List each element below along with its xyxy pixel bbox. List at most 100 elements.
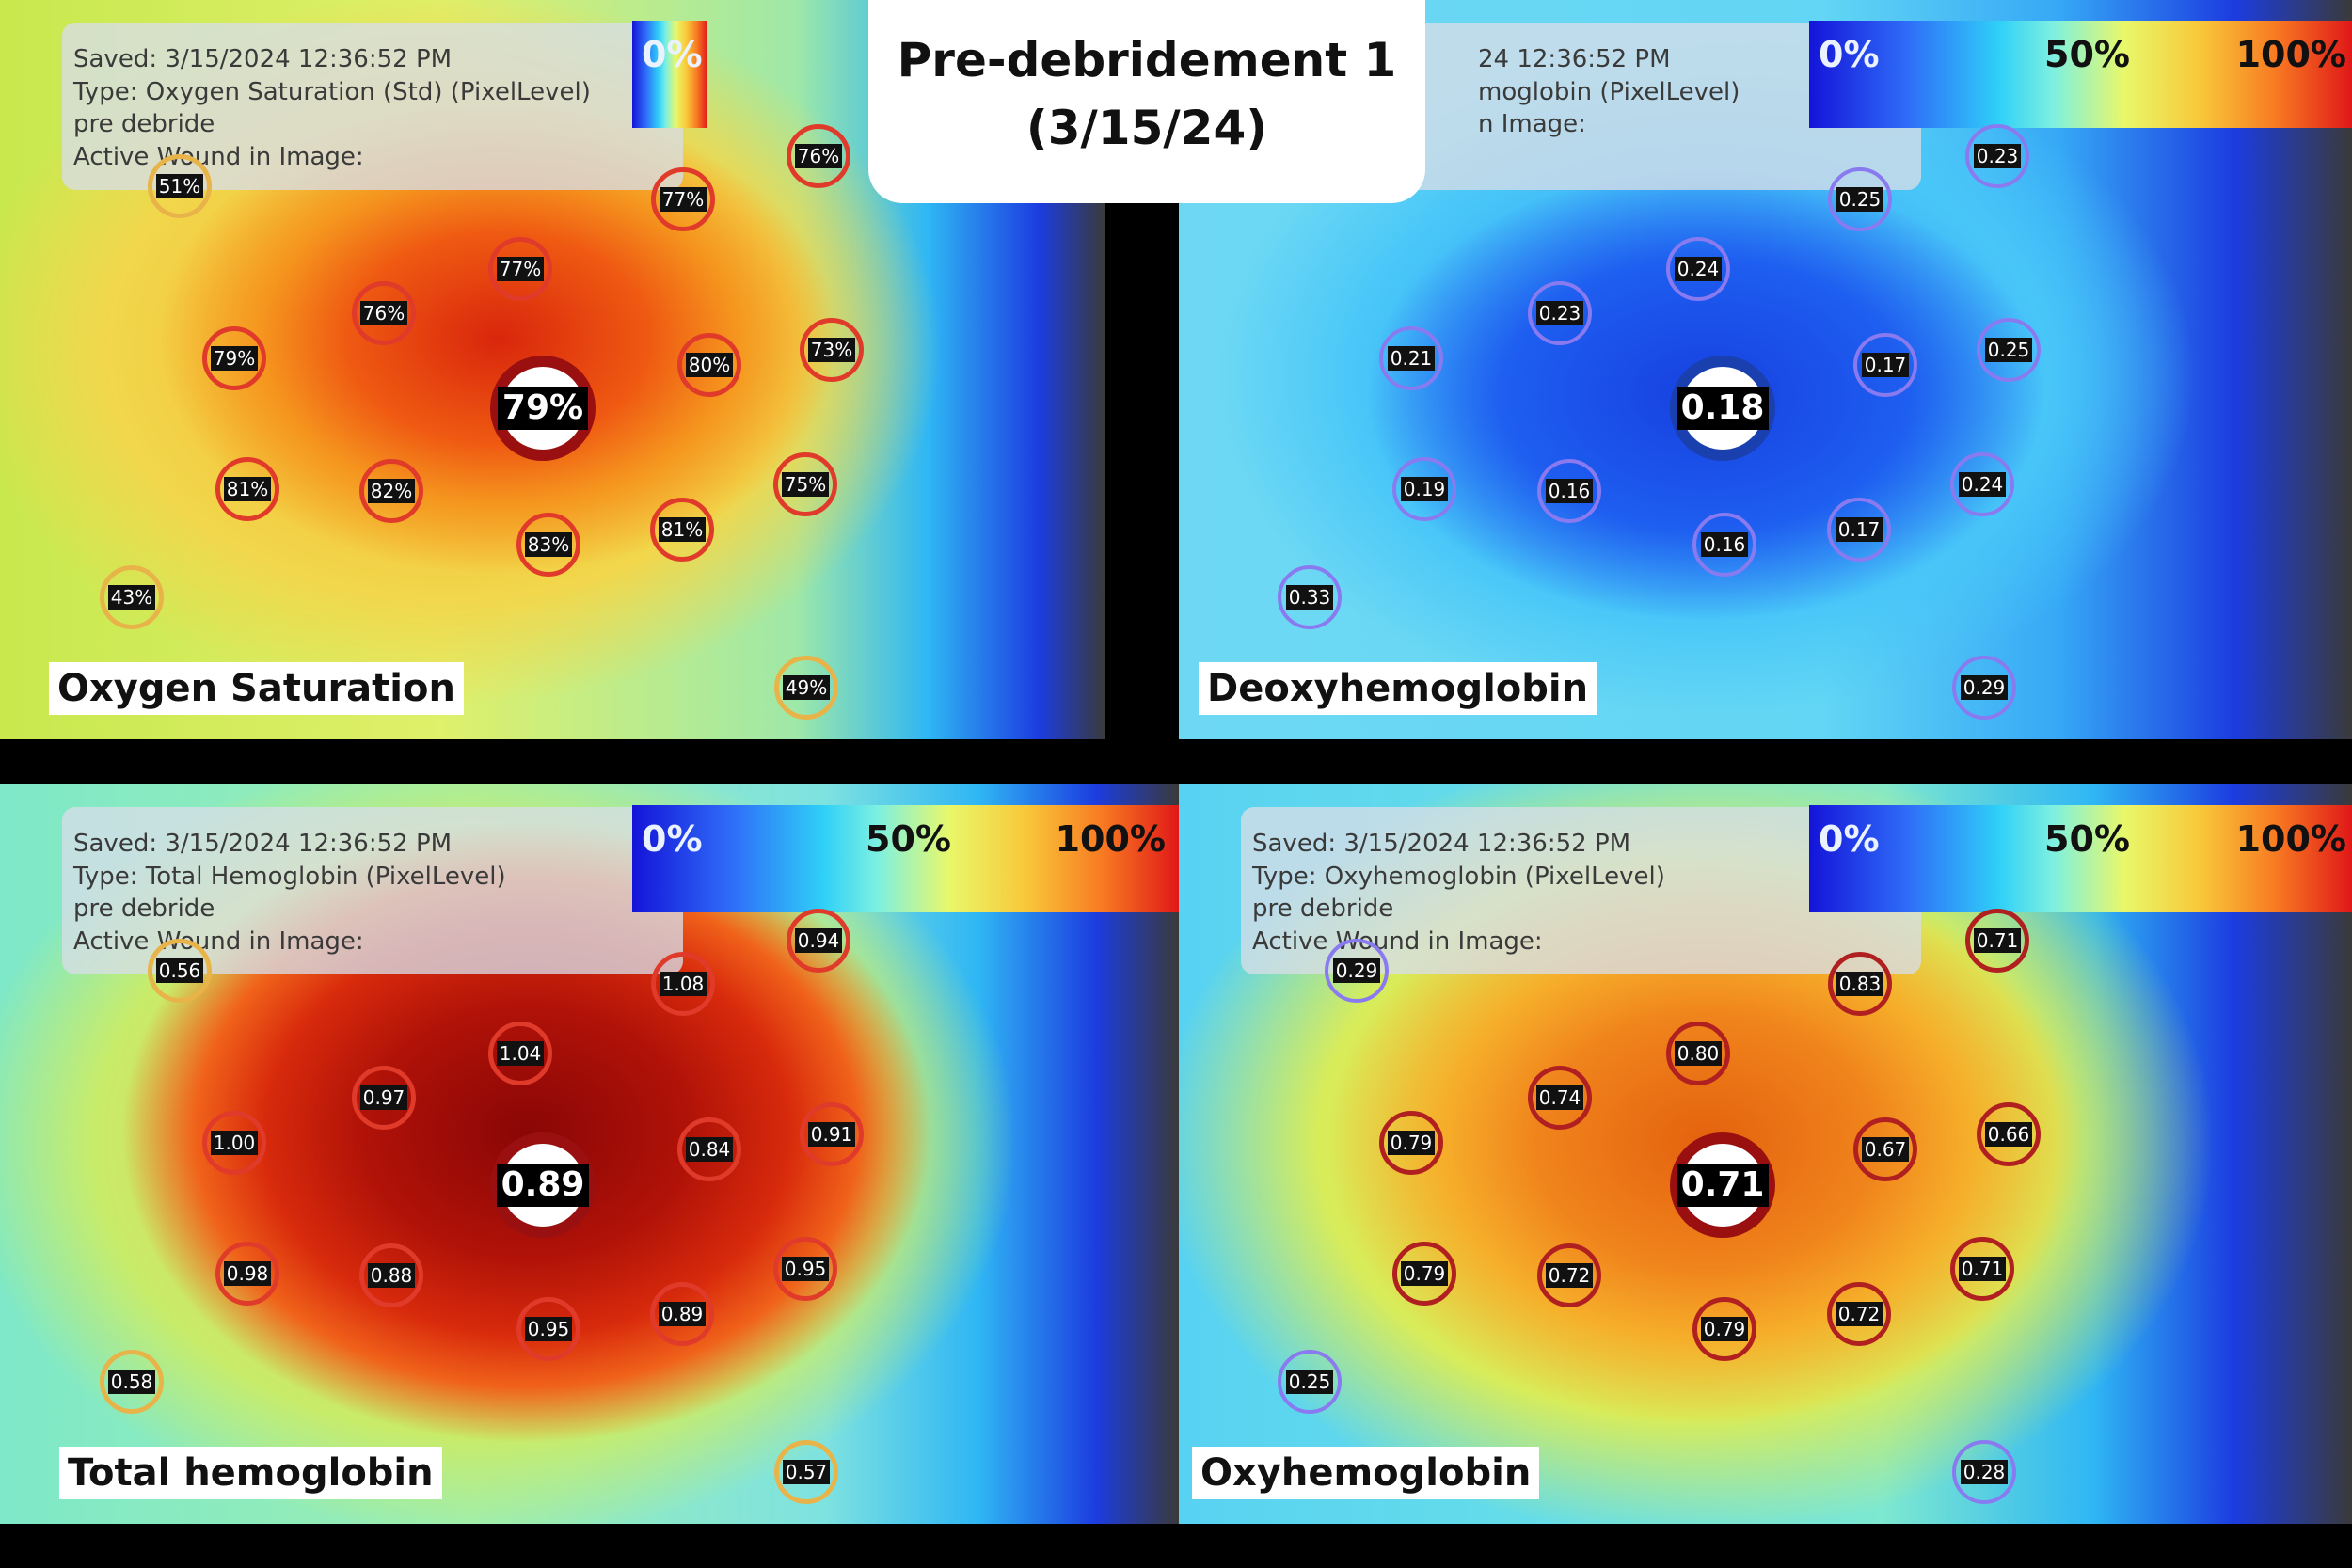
measurement-point[interactable]: 0.29 xyxy=(1325,939,1389,1003)
info-saved: Saved: 3/15/2024 12:36:52 PM xyxy=(1252,830,1631,858)
measurement-point[interactable]: 76% xyxy=(352,281,416,345)
measurement-point[interactable]: 0.17 xyxy=(1853,333,1917,397)
measurement-point[interactable]: 83% xyxy=(516,513,580,577)
info-wound: Active Wound in Image: xyxy=(1252,927,1543,956)
measurement-point[interactable]: 81% xyxy=(215,457,279,521)
measurement-point[interactable]: 0.19 xyxy=(1392,457,1456,521)
info-note: pre debride xyxy=(73,895,215,923)
measurement-point[interactable]: 1.08 xyxy=(651,952,715,1016)
info-wound: Active Wound in Image: xyxy=(73,927,364,956)
average-marker[interactable]: 0.18 xyxy=(1670,356,1775,461)
average-marker[interactable]: 0.89 xyxy=(490,1132,596,1238)
measurement-point[interactable]: 0.25 xyxy=(1828,167,1892,231)
info-type: Type: Oxygen Saturation (Std) (PixelLeve… xyxy=(73,77,591,106)
measurement-point[interactable]: 0.94 xyxy=(787,909,850,973)
measurement-point[interactable]: 0.71 xyxy=(1950,1237,2014,1301)
measurement-point[interactable]: 0.95 xyxy=(516,1297,580,1361)
measurement-point[interactable]: 0.16 xyxy=(1537,459,1601,523)
measurement-point[interactable]: 0.98 xyxy=(215,1242,279,1306)
measurement-point[interactable]: 77% xyxy=(488,237,552,301)
scale-max-label: 100% xyxy=(2235,34,2346,75)
scale-mid-label: 50% xyxy=(2044,34,2130,75)
measurement-point[interactable]: 0.57 xyxy=(774,1440,838,1504)
info-note: pre debride xyxy=(1252,895,1394,923)
measurement-point[interactable]: 0.25 xyxy=(1977,318,2041,382)
measurement-point[interactable]: 0.66 xyxy=(1977,1102,2041,1166)
measurement-point[interactable]: 0.72 xyxy=(1827,1282,1891,1346)
title-line-1: Pre-debridement 1 xyxy=(897,33,1397,87)
measurement-point[interactable]: 75% xyxy=(773,452,837,516)
measurement-point[interactable]: 77% xyxy=(651,167,715,231)
average-marker[interactable]: 79% xyxy=(490,356,596,461)
measurement-point[interactable]: 73% xyxy=(800,318,864,382)
title-line-2: (3/15/24) xyxy=(1025,101,1268,155)
measurement-point[interactable]: 0.23 xyxy=(1528,281,1592,345)
color-scale-bar: 0% 50% 100% xyxy=(632,805,1179,912)
color-scale-bar: 0% 50% 100% xyxy=(1809,805,2352,912)
measurement-point[interactable]: 82% xyxy=(359,459,423,523)
measurement-point[interactable]: 0.79 xyxy=(1392,1242,1456,1306)
measurement-point[interactable]: 80% xyxy=(677,333,741,397)
scale-mid-label: 50% xyxy=(866,818,951,860)
measurement-point[interactable]: 0.74 xyxy=(1528,1066,1592,1130)
measurement-point[interactable]: 0.91 xyxy=(800,1102,864,1166)
measurement-point[interactable]: 0.58 xyxy=(100,1350,164,1414)
measurement-point[interactable]: 81% xyxy=(650,498,714,562)
info-box: Saved: 3/15/2024 12:36:52 PM Type: Oxyge… xyxy=(62,23,683,190)
measurement-point[interactable]: 0.17 xyxy=(1827,498,1891,562)
measurement-point[interactable]: 51% xyxy=(148,154,212,218)
measurement-point[interactable]: 0.84 xyxy=(677,1117,741,1181)
measurement-point[interactable]: 0.23 xyxy=(1965,124,2029,188)
info-saved: Saved: 3/15/2024 12:36:52 PM xyxy=(73,830,453,858)
measurement-point[interactable]: 0.67 xyxy=(1853,1117,1917,1181)
measurement-point[interactable]: 0.56 xyxy=(148,939,212,1003)
measurement-point[interactable]: 0.89 xyxy=(650,1282,714,1346)
measurement-point[interactable]: 0.95 xyxy=(773,1237,837,1301)
scale-min-label: 0% xyxy=(1819,818,1880,860)
measurement-point[interactable]: 49% xyxy=(774,656,838,720)
scale-mid-label: 50% xyxy=(2044,818,2130,860)
measurement-point[interactable]: 0.25 xyxy=(1278,1350,1342,1414)
measurement-point[interactable]: 79% xyxy=(202,326,266,390)
info-saved: Saved: 3/15/2024 12:36:52 PM xyxy=(73,45,453,73)
panel-label: Deoxyhemoglobin xyxy=(1199,662,1597,715)
measurement-point[interactable]: 0.33 xyxy=(1278,565,1342,629)
panel-label: Oxygen Saturation xyxy=(49,662,464,715)
scale-min-label: 0% xyxy=(642,34,703,75)
page-title: Pre-debridement 1 (3/15/24) xyxy=(868,0,1425,203)
measurement-point[interactable]: 0.29 xyxy=(1952,656,2016,720)
panel-total-hemoglobin: Saved: 3/15/2024 12:36:52 PM Type: Total… xyxy=(0,784,1179,1524)
info-type: moglobin (PixelLevel) xyxy=(1478,77,1740,106)
scale-max-label: 100% xyxy=(2235,818,2346,860)
measurement-point[interactable]: 0.24 xyxy=(1666,237,1730,301)
measurement-point[interactable]: 0.88 xyxy=(359,1243,423,1307)
info-type: Type: Oxyhemoglobin (PixelLevel) xyxy=(1252,862,1665,891)
measurement-point[interactable]: 0.21 xyxy=(1379,326,1443,390)
measurement-point[interactable]: 0.83 xyxy=(1828,952,1892,1016)
color-scale-bar: 0% xyxy=(632,21,707,128)
measurement-point[interactable]: 0.24 xyxy=(1950,452,2014,516)
average-marker[interactable]: 0.71 xyxy=(1670,1132,1775,1238)
measurement-point[interactable]: 0.80 xyxy=(1666,1022,1730,1085)
info-wound: Active Wound in Image: xyxy=(73,142,364,171)
measurement-point[interactable]: 0.97 xyxy=(352,1066,416,1130)
measurement-point[interactable]: 0.79 xyxy=(1692,1297,1756,1361)
info-box: Saved: 3/15/2024 12:36:52 PM Type: Oxyhe… xyxy=(1241,807,1921,974)
panel-oxyhemoglobin: Saved: 3/15/2024 12:36:52 PM Type: Oxyhe… xyxy=(1179,784,2352,1524)
measurement-point[interactable]: 0.16 xyxy=(1692,513,1756,577)
info-note: pre debride xyxy=(73,110,215,138)
measurement-point[interactable]: 1.00 xyxy=(202,1111,266,1175)
measurement-point[interactable]: 0.79 xyxy=(1379,1111,1443,1175)
measurement-point[interactable]: 0.28 xyxy=(1952,1440,2016,1504)
measurement-point[interactable]: 76% xyxy=(787,124,850,188)
scale-max-label: 100% xyxy=(1055,818,1166,860)
scale-min-label: 0% xyxy=(642,818,703,860)
measurement-point[interactable]: 0.72 xyxy=(1537,1243,1601,1307)
measurement-point[interactable]: 0.71 xyxy=(1965,909,2029,973)
info-wound: n Image: xyxy=(1478,110,1586,138)
measurement-point[interactable]: 1.04 xyxy=(488,1022,552,1085)
color-scale-bar: 0% 50% 100% xyxy=(1809,21,2352,128)
info-saved: 24 12:36:52 PM xyxy=(1478,45,1671,73)
info-box: Saved: 3/15/2024 12:36:52 PM Type: Total… xyxy=(62,807,683,974)
measurement-point[interactable]: 43% xyxy=(100,565,164,629)
